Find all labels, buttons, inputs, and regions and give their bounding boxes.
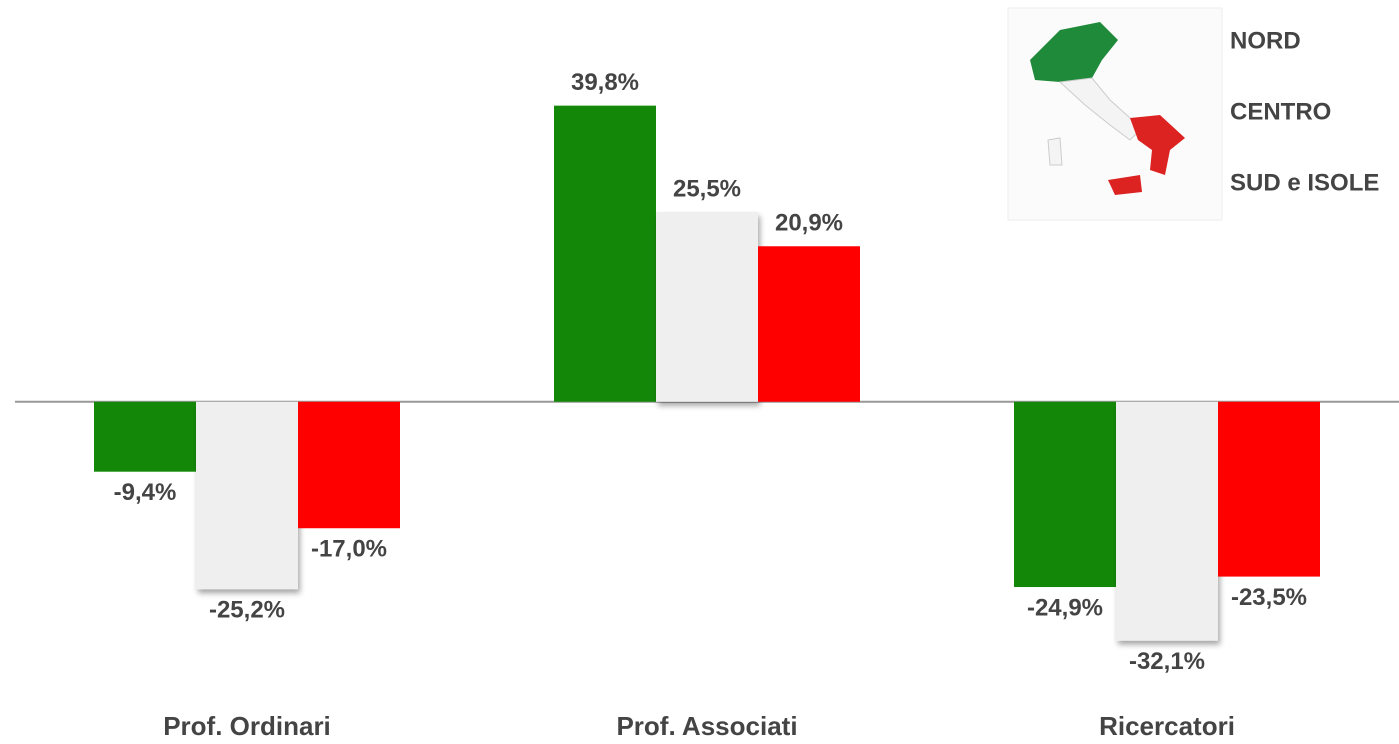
data-label: -24,9% [1027,594,1103,621]
bar [656,212,758,402]
data-label: 20,9% [775,210,843,237]
bar [94,401,196,472]
legend-label: CENTRO [1230,98,1331,125]
bar [298,401,400,529]
data-label: 39,8% [571,69,639,96]
bar [1116,401,1218,641]
bar [758,246,860,402]
data-label: 25,5% [673,175,741,202]
bar [1014,401,1116,588]
x-tick-label: Prof. Ordinari [163,711,331,741]
data-label: -25,2% [209,597,285,624]
bar [554,105,656,402]
data-label: -9,4% [114,479,177,506]
data-label: -23,5% [1231,584,1307,611]
x-tick-label: Prof. Associati [616,711,797,741]
bar [1218,401,1320,577]
x-tick-label: Ricercatori [1099,711,1235,741]
bar [196,401,298,590]
legend-label: NORD [1230,27,1301,54]
legend-label: SUD e ISOLE [1230,169,1379,196]
legend-map [1007,7,1223,221]
data-label: -17,0% [311,536,387,563]
data-label: -32,1% [1129,648,1205,675]
